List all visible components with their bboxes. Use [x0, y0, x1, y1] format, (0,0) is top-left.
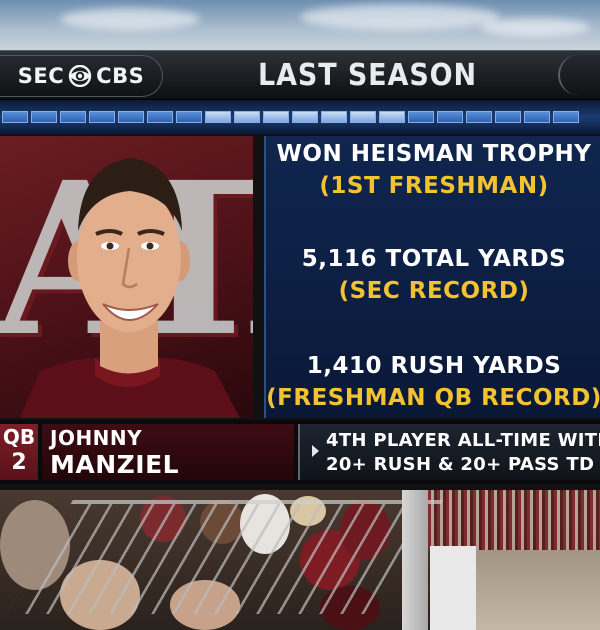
stadium-railing [7, 500, 443, 614]
led-segment [263, 111, 289, 123]
graphic-header-bar: SEC CBS LAST SEASON [0, 50, 600, 100]
led-strip-divider [0, 100, 600, 134]
logo-cbs-text: CBS [96, 64, 145, 88]
led-segment [408, 111, 434, 123]
stat-item-heisman: WON HEISMAN TROPHY (1ST FRESHMAN) [266, 138, 600, 202]
led-segment [176, 111, 202, 123]
play-arrow-icon [312, 445, 319, 457]
stat-note: (SEC RECORD) [338, 278, 530, 304]
led-segment [350, 111, 376, 123]
stadium-pillar [430, 546, 476, 630]
stat-headline: 5,116 TOTAL YARDS [301, 246, 567, 272]
position-number-badge: QB 2 [0, 424, 38, 480]
led-segment [321, 111, 347, 123]
led-segment [553, 111, 579, 123]
led-segment [205, 111, 231, 123]
led-segment [437, 111, 463, 123]
led-segment [524, 111, 550, 123]
player-fact-line-2: 20+ RUSH & 20+ PASS TD [326, 454, 595, 475]
stadium-stands [428, 490, 600, 550]
player-last-name: MANZIEL [50, 450, 180, 479]
player-fact-box: 4TH PLAYER ALL-TIME WITH 20+ RUSH & 20+ … [298, 424, 600, 480]
stadium-crowd-footage [0, 490, 600, 630]
player-position: QB [2, 425, 36, 449]
led-segment [292, 111, 318, 123]
stats-panel: WON HEISMAN TROPHY (1ST FRESHMAN) 5,116 … [264, 136, 600, 418]
led-segment [31, 111, 57, 123]
stadium-wall [402, 490, 428, 630]
stat-note: (FRESHMAN QB RECORD) [266, 385, 600, 411]
player-fact-line-1: 4TH PLAYER ALL-TIME WITH [326, 430, 600, 451]
header-end-cap [558, 55, 600, 95]
logo-sec-text: SEC [17, 64, 65, 88]
stat-headline: WON HEISMAN TROPHY [276, 141, 592, 167]
player-face-illustration [20, 158, 240, 418]
led-segment [147, 111, 173, 123]
graphic-title: LAST SEASON [257, 57, 478, 93]
led-segment [234, 111, 260, 123]
stat-headline: 1,410 RUSH YARDS [306, 353, 562, 379]
network-logo: SEC CBS [0, 55, 163, 97]
player-headshot: ATM [0, 136, 253, 418]
player-number: 2 [11, 450, 27, 475]
cbs-eye-icon [68, 65, 92, 87]
led-segment [118, 111, 144, 123]
stat-item-rush-yards: 1,410 RUSH YARDS (FRESHMAN QB RECORD) [266, 350, 600, 414]
player-name-plate: JOHNNY MANZIEL [42, 424, 294, 480]
led-segment [60, 111, 86, 123]
stadium-concourse [476, 550, 600, 630]
player-first-name: JOHNNY [50, 426, 143, 450]
led-segment [379, 111, 405, 123]
player-lower-third: QB 2 JOHNNY MANZIEL 4TH PLAYER ALL-TIME … [0, 420, 600, 484]
led-segment [466, 111, 492, 123]
stat-item-total-yards: 5,116 TOTAL YARDS (SEC RECORD) [266, 243, 600, 307]
led-segment [2, 111, 28, 123]
led-segment [89, 111, 115, 123]
led-segment [495, 111, 521, 123]
stadium-sky-background [0, 0, 600, 50]
stat-note: (1ST FRESHMAN) [319, 173, 549, 199]
